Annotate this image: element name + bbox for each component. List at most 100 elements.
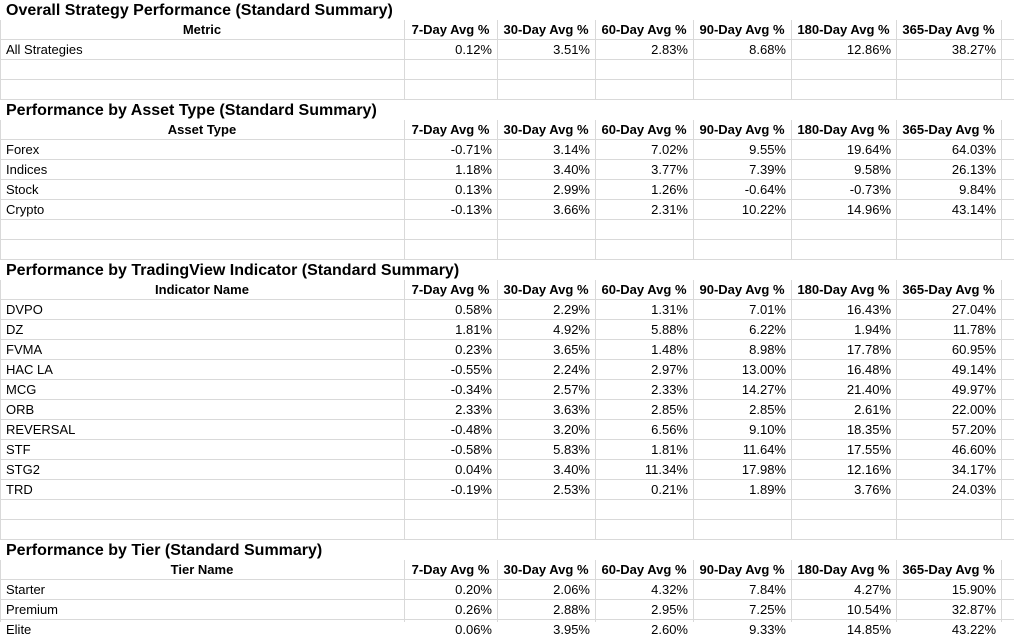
- value-cell[interactable]: 14.27%: [741, 382, 786, 397]
- key-column-header[interactable]: Indicator Name: [155, 282, 249, 297]
- value-cell[interactable]: 3.63%: [553, 402, 590, 417]
- value-cell[interactable]: 2.85%: [651, 402, 688, 417]
- value-cell[interactable]: 7.02%: [651, 142, 688, 157]
- column-header[interactable]: 30-Day Avg %: [503, 22, 589, 37]
- value-cell[interactable]: 5.88%: [651, 322, 688, 337]
- value-cell[interactable]: 2.60%: [651, 622, 688, 637]
- value-cell[interactable]: 4.92%: [553, 322, 590, 337]
- value-cell[interactable]: 0.23%: [455, 342, 492, 357]
- value-cell[interactable]: 0.04%: [455, 462, 492, 477]
- value-cell[interactable]: -0.73%: [849, 182, 891, 197]
- column-header[interactable]: 90-Day Avg %: [699, 22, 785, 37]
- column-header[interactable]: 90-Day Avg %: [699, 122, 785, 137]
- value-cell[interactable]: 1.48%: [651, 342, 688, 357]
- value-cell[interactable]: 2.97%: [651, 362, 688, 377]
- value-cell[interactable]: -0.19%: [450, 482, 492, 497]
- value-cell[interactable]: 3.95%: [553, 622, 590, 637]
- value-cell[interactable]: 9.10%: [749, 422, 786, 437]
- value-cell[interactable]: 16.48%: [846, 362, 891, 377]
- value-cell[interactable]: 1.18%: [455, 162, 492, 177]
- key-column-header[interactable]: Asset Type: [167, 122, 237, 137]
- key-column-header[interactable]: Tier Name: [170, 562, 234, 577]
- column-header[interactable]: 7-Day Avg %: [411, 22, 490, 37]
- value-cell[interactable]: 7.84%: [749, 582, 786, 597]
- column-header[interactable]: 7-Day Avg %: [411, 282, 490, 297]
- value-cell[interactable]: 32.87%: [951, 602, 996, 617]
- row-label-cell[interactable]: FVMA: [6, 342, 43, 357]
- row-label-cell[interactable]: STF: [6, 442, 31, 457]
- value-cell[interactable]: 7.01%: [749, 302, 786, 317]
- value-cell[interactable]: 3.40%: [553, 462, 590, 477]
- value-cell[interactable]: 16.43%: [846, 302, 891, 317]
- value-cell[interactable]: 13.00%: [741, 362, 786, 377]
- value-cell[interactable]: 18.35%: [846, 422, 891, 437]
- value-cell[interactable]: 8.98%: [749, 342, 786, 357]
- value-cell[interactable]: 2.83%: [651, 42, 688, 57]
- row-label-cell[interactable]: DVPO: [6, 302, 43, 317]
- column-header[interactable]: 365-Day Avg %: [902, 282, 995, 297]
- row-label-cell[interactable]: MCG: [6, 382, 37, 397]
- value-cell[interactable]: 43.14%: [951, 202, 996, 217]
- column-header[interactable]: 30-Day Avg %: [503, 282, 589, 297]
- value-cell[interactable]: 1.81%: [651, 442, 688, 457]
- value-cell[interactable]: 1.26%: [651, 182, 688, 197]
- value-cell[interactable]: 5.83%: [553, 442, 590, 457]
- value-cell[interactable]: 2.53%: [553, 482, 590, 497]
- column-header[interactable]: 60-Day Avg %: [601, 22, 687, 37]
- row-label-cell[interactable]: REVERSAL: [6, 422, 76, 437]
- column-header[interactable]: 180-Day Avg %: [797, 22, 890, 37]
- value-cell[interactable]: 2.31%: [651, 202, 688, 217]
- value-cell[interactable]: 34.17%: [951, 462, 996, 477]
- value-cell[interactable]: 3.51%: [553, 42, 590, 57]
- value-cell[interactable]: -0.48%: [450, 422, 492, 437]
- column-header[interactable]: 90-Day Avg %: [699, 282, 785, 297]
- value-cell[interactable]: 1.31%: [651, 302, 688, 317]
- value-cell[interactable]: 8.68%: [749, 42, 786, 57]
- value-cell[interactable]: 3.65%: [553, 342, 590, 357]
- value-cell[interactable]: 2.99%: [553, 182, 590, 197]
- column-header[interactable]: 30-Day Avg %: [503, 562, 589, 577]
- value-cell[interactable]: -0.64%: [744, 182, 786, 197]
- value-cell[interactable]: 11.64%: [742, 442, 786, 457]
- column-header[interactable]: 90-Day Avg %: [699, 562, 785, 577]
- row-label-cell[interactable]: Forex: [6, 142, 40, 157]
- value-cell[interactable]: -0.55%: [450, 362, 492, 377]
- row-label-cell[interactable]: Premium: [6, 602, 59, 617]
- value-cell[interactable]: 38.27%: [951, 42, 996, 57]
- value-cell[interactable]: 49.14%: [951, 362, 996, 377]
- value-cell[interactable]: 1.81%: [455, 322, 492, 337]
- column-header[interactable]: 180-Day Avg %: [797, 122, 890, 137]
- value-cell[interactable]: 3.14%: [553, 142, 590, 157]
- value-cell[interactable]: 2.57%: [553, 382, 590, 397]
- value-cell[interactable]: 0.13%: [455, 182, 492, 197]
- value-cell[interactable]: 12.86%: [846, 42, 891, 57]
- value-cell[interactable]: 2.88%: [553, 602, 590, 617]
- row-label-cell[interactable]: Crypto: [6, 202, 45, 217]
- row-label-cell[interactable]: All Strategies: [6, 42, 83, 57]
- value-cell[interactable]: 7.25%: [749, 602, 786, 617]
- value-cell[interactable]: 60.95%: [951, 342, 996, 357]
- row-label-cell[interactable]: DZ: [6, 322, 24, 337]
- column-header[interactable]: 365-Day Avg %: [902, 22, 995, 37]
- value-cell[interactable]: -0.71%: [450, 142, 492, 157]
- column-header[interactable]: 30-Day Avg %: [503, 122, 589, 137]
- value-cell[interactable]: 0.58%: [455, 302, 492, 317]
- column-header[interactable]: 60-Day Avg %: [601, 562, 687, 577]
- row-label-cell[interactable]: Elite: [6, 622, 32, 637]
- value-cell[interactable]: 57.20%: [951, 422, 996, 437]
- value-cell[interactable]: 22.00%: [951, 402, 996, 417]
- value-cell[interactable]: 15.90%: [951, 582, 996, 597]
- column-header[interactable]: 365-Day Avg %: [902, 122, 995, 137]
- value-cell[interactable]: 19.64%: [846, 142, 891, 157]
- row-label-cell[interactable]: ORB: [6, 402, 35, 417]
- value-cell[interactable]: -0.34%: [450, 382, 492, 397]
- value-cell[interactable]: 0.21%: [651, 482, 688, 497]
- value-cell[interactable]: 0.20%: [455, 582, 492, 597]
- value-cell[interactable]: 27.04%: [951, 302, 996, 317]
- column-header[interactable]: 180-Day Avg %: [797, 562, 890, 577]
- value-cell[interactable]: 2.33%: [455, 402, 492, 417]
- value-cell[interactable]: 10.22%: [741, 202, 786, 217]
- value-cell[interactable]: 43.22%: [951, 622, 996, 637]
- value-cell[interactable]: 64.03%: [951, 142, 996, 157]
- value-cell[interactable]: 0.12%: [455, 42, 492, 57]
